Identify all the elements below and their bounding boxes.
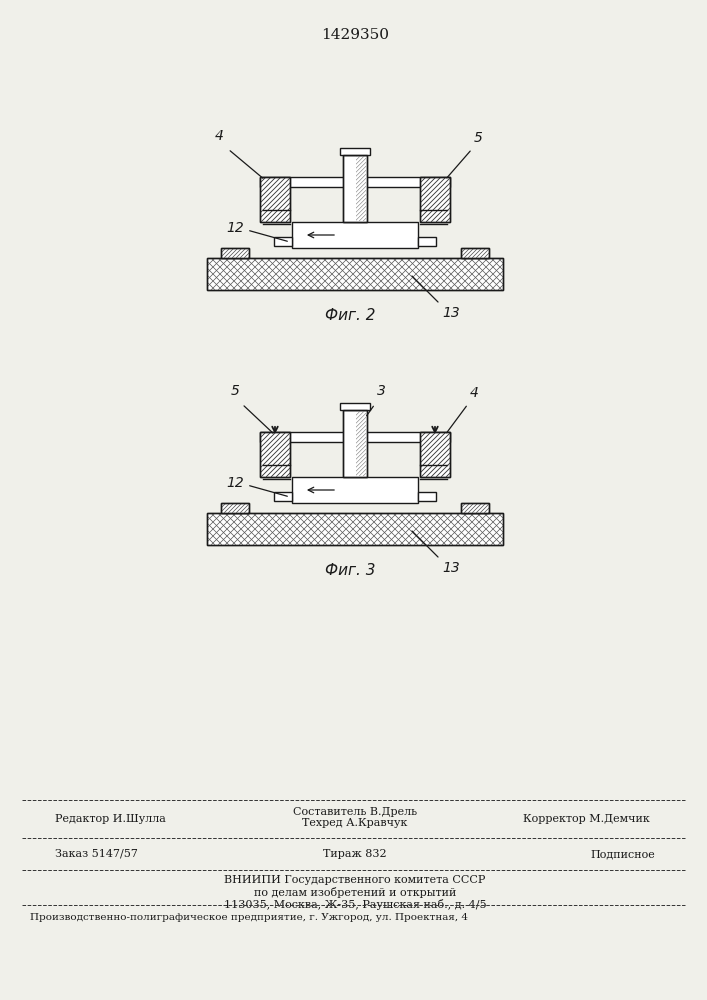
Text: Корректор М.Демчик: Корректор М.Демчик	[523, 814, 650, 824]
Bar	[461, 248, 489, 258]
Text: Техред А.Кравчук: Техред А.Кравчук	[303, 818, 408, 828]
Bar	[274, 492, 292, 501]
Bar	[221, 503, 249, 513]
Bar	[420, 432, 450, 477]
Bar	[418, 492, 436, 501]
Text: Фиг. 2: Фиг. 2	[325, 308, 375, 323]
Bar	[418, 237, 436, 246]
Bar	[343, 155, 367, 222]
Text: 4: 4	[470, 386, 479, 400]
Bar	[340, 403, 370, 410]
Bar	[274, 237, 292, 246]
Bar	[260, 177, 450, 187]
Text: 13: 13	[442, 306, 460, 320]
Bar	[343, 155, 367, 222]
Text: 12: 12	[226, 476, 244, 490]
Text: 1429350: 1429350	[321, 28, 389, 42]
Bar	[343, 410, 367, 477]
Bar	[207, 258, 503, 290]
Text: Фиг. 3: Фиг. 3	[325, 563, 375, 578]
Text: Редактор И.Шулла: Редактор И.Шулла	[55, 814, 166, 824]
Bar	[221, 248, 249, 258]
Bar	[420, 177, 450, 222]
Bar	[207, 513, 503, 545]
Text: 5: 5	[474, 131, 483, 145]
Bar	[292, 477, 418, 503]
Text: Заказ 5147/57: Заказ 5147/57	[55, 849, 138, 859]
Bar	[221, 503, 249, 513]
Text: ВНИИПИ Государственного комитета СССР: ВНИИПИ Государственного комитета СССР	[224, 875, 486, 885]
Bar	[260, 177, 290, 222]
Bar	[461, 503, 489, 513]
Bar	[340, 148, 370, 155]
Text: 3: 3	[377, 384, 386, 398]
Text: 5: 5	[231, 384, 240, 398]
Bar	[207, 258, 503, 290]
Bar	[420, 432, 450, 477]
Text: Составитель В.Дрель: Составитель В.Дрель	[293, 807, 417, 817]
Bar	[461, 503, 489, 513]
Bar	[292, 222, 418, 248]
Bar	[260, 177, 290, 222]
Bar	[260, 432, 290, 477]
Bar	[221, 248, 249, 258]
Text: 13: 13	[442, 561, 460, 575]
Text: 113035, Москва, Ж-35, Раушская наб., д. 4/5: 113035, Москва, Ж-35, Раушская наб., д. …	[223, 899, 486, 910]
Bar	[207, 513, 503, 545]
Text: 12: 12	[226, 221, 244, 235]
Bar	[260, 432, 450, 442]
Bar	[420, 177, 450, 222]
Text: по делам изобретений и открытий: по делам изобретений и открытий	[254, 887, 456, 898]
Text: 4: 4	[215, 129, 224, 143]
Bar	[343, 410, 367, 477]
Bar	[260, 432, 290, 477]
Text: Тираж 832: Тираж 832	[323, 849, 387, 859]
Text: Подписное: Подписное	[590, 849, 655, 859]
Bar	[461, 248, 489, 258]
Text: Производственно-полиграфическое предприятие, г. Ужгород, ул. Проектная, 4: Производственно-полиграфическое предприя…	[30, 913, 468, 922]
